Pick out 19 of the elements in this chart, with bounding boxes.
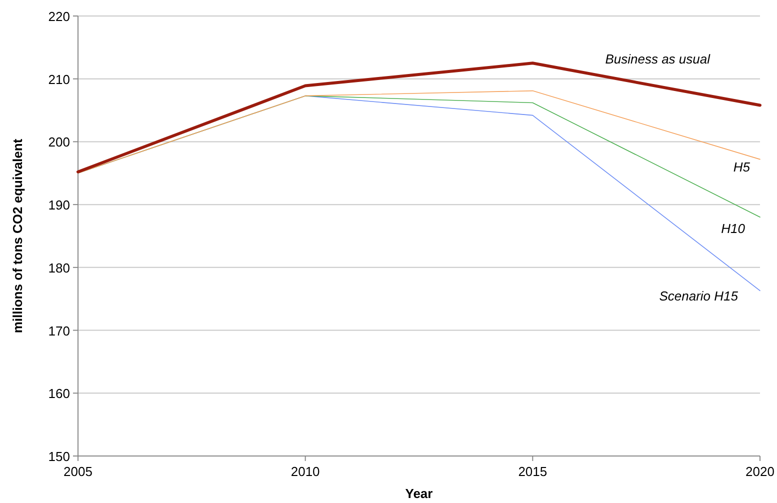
line-series	[78, 90, 760, 174]
y-tick-label: 160	[48, 386, 70, 402]
x-tick-label: 2015	[518, 464, 548, 479]
y-tick-label: 220	[48, 9, 70, 24]
series-label: H10	[721, 221, 746, 236]
y-tick-label: 150	[48, 449, 70, 464]
x-axis-title: Year	[405, 486, 433, 501]
series-label: H5	[733, 159, 751, 174]
x-tick-label: 2020	[746, 464, 774, 479]
x-tick-label: 2010	[290, 464, 320, 479]
series-label: Scenario H15	[659, 288, 739, 304]
y-axis-title: millions of tons CO2 equivalent	[10, 138, 25, 334]
y-tick-label: 200	[48, 134, 70, 150]
y-tick-label: 180	[48, 260, 70, 276]
y-tick-label: 210	[48, 72, 70, 87]
series-label: Business as usual	[605, 51, 712, 66]
x-tick-label: 2005	[64, 464, 92, 479]
y-tick-label: 190	[48, 198, 70, 213]
y-tick-label: 170	[48, 323, 70, 338]
